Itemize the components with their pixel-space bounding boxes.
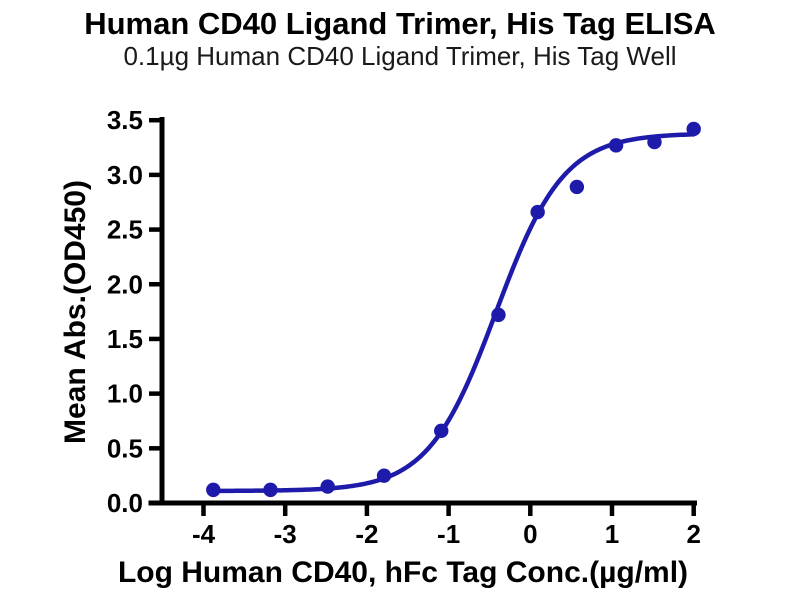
y-tick-label: 1.0 bbox=[107, 379, 143, 409]
y-tick-label: 3.0 bbox=[107, 160, 143, 190]
y-tick-label: 2.5 bbox=[107, 215, 143, 245]
data-point bbox=[263, 482, 278, 498]
data-point bbox=[320, 479, 335, 494]
y-tick-label: 0.0 bbox=[107, 488, 143, 518]
data-point bbox=[491, 307, 506, 323]
fit-curve bbox=[211, 132, 696, 494]
x-tick-label: 0 bbox=[523, 519, 537, 549]
chart-subtitle: 0.1µg Human CD40 Ligand Trimer, His Tag … bbox=[123, 41, 677, 71]
x-tick-label: -1 bbox=[437, 519, 460, 549]
data-point bbox=[647, 134, 662, 150]
chart-title: Human CD40 Ligand Trimer, His Tag ELISA bbox=[84, 6, 716, 41]
y-tick-label: 3.5 bbox=[107, 105, 143, 135]
y-tick-label: 1.5 bbox=[107, 324, 143, 354]
x-tick-label: -2 bbox=[355, 519, 378, 549]
x-tick-label: -4 bbox=[192, 519, 216, 549]
data-point bbox=[686, 121, 701, 137]
data-point bbox=[569, 179, 585, 195]
y-tick-label: 0.5 bbox=[107, 433, 143, 463]
data-point bbox=[530, 204, 545, 220]
data-point bbox=[206, 482, 221, 498]
x-tick-label: -3 bbox=[274, 519, 297, 549]
data-point bbox=[376, 468, 392, 483]
x-tick-label: 1 bbox=[605, 519, 619, 549]
y-tick-label: 2.0 bbox=[107, 269, 143, 299]
x-tick-label: 2 bbox=[686, 519, 700, 549]
x-axis-title: Log Human CD40, hFc Tag Conc.(µg/ml) bbox=[117, 556, 689, 589]
data-point bbox=[434, 423, 449, 439]
data-point bbox=[608, 138, 624, 153]
